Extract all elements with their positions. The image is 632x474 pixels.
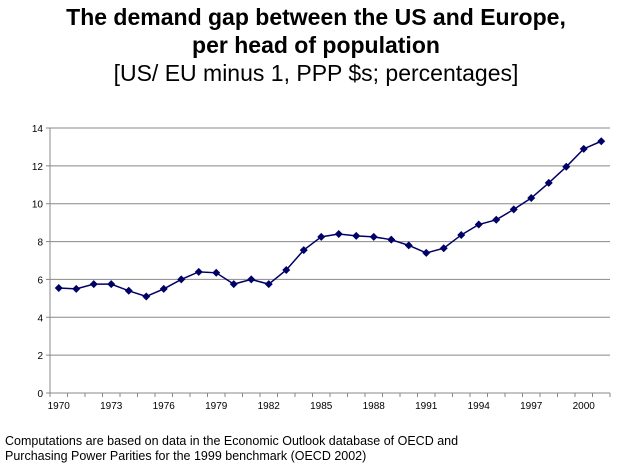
x-tick-label: 1976 <box>153 401 176 412</box>
data-point <box>177 275 186 284</box>
x-tick-label: 1970 <box>48 401 71 412</box>
data-point <box>404 241 413 250</box>
data-point <box>124 286 133 295</box>
data-point <box>457 230 466 239</box>
line-chart: 0 2 4 6 8 10 12 14 1970 1973 1976 1979 1982 1985 1988 1… <box>32 124 611 412</box>
data-point <box>159 284 168 293</box>
data-point <box>107 280 116 289</box>
data-point <box>544 178 553 187</box>
x-tick-label: 2000 <box>573 401 596 412</box>
x-tick-label: 1973 <box>100 401 123 412</box>
y-tick-label: 0 <box>37 389 43 400</box>
footnote-line1: Computations are based on data in the Ec… <box>5 434 459 448</box>
footnote-line2: Purchasing Power Parities for the 1999 b… <box>5 449 367 463</box>
y-tick-label: 14 <box>32 124 44 135</box>
x-tick-label: 1979 <box>205 401 228 412</box>
series-line <box>58 140 602 298</box>
data-point <box>212 268 221 277</box>
data-point <box>247 275 256 284</box>
data-point <box>509 205 518 214</box>
data-point <box>474 220 483 229</box>
data-point <box>422 248 431 257</box>
data-point <box>229 280 238 289</box>
x-tick-label: 1991 <box>415 401 438 412</box>
y-tick-label: 4 <box>37 313 43 324</box>
data-point <box>317 232 326 241</box>
chart-subtitle: [US/ EU minus 1, PPP $s; percentages] <box>113 60 519 86</box>
data-point <box>387 235 396 244</box>
data-point <box>89 280 98 289</box>
data-point <box>369 232 378 241</box>
data-point <box>72 284 81 293</box>
data-point <box>352 231 361 240</box>
y-tick-label: 10 <box>32 200 44 211</box>
x-tick-label: 1988 <box>363 401 386 412</box>
x-tick-label: 1994 <box>468 401 491 412</box>
data-point <box>299 246 308 255</box>
x-tick-label: 1982 <box>258 401 281 412</box>
chart-title-line2: per head of population <box>192 32 440 58</box>
data-point <box>492 215 501 224</box>
data-point <box>282 265 291 274</box>
y-tick-label: 6 <box>37 275 43 286</box>
y-tick-label: 12 <box>32 162 44 173</box>
chart-title: The demand gap between the US and Europe… <box>66 4 566 30</box>
data-point <box>334 230 343 238</box>
data-point <box>527 194 536 203</box>
y-tick-label: 2 <box>37 351 43 362</box>
x-tick-label: 1997 <box>520 401 543 412</box>
data-point <box>597 137 606 146</box>
x-tick-label: 1985 <box>310 401 333 412</box>
data-point <box>194 267 203 276</box>
data-point <box>264 280 273 289</box>
data-point <box>579 144 588 153</box>
data-point <box>439 244 448 253</box>
data-point <box>562 162 571 171</box>
y-tick-label: 8 <box>37 238 43 249</box>
data-point <box>54 283 63 292</box>
data-point <box>142 292 151 301</box>
